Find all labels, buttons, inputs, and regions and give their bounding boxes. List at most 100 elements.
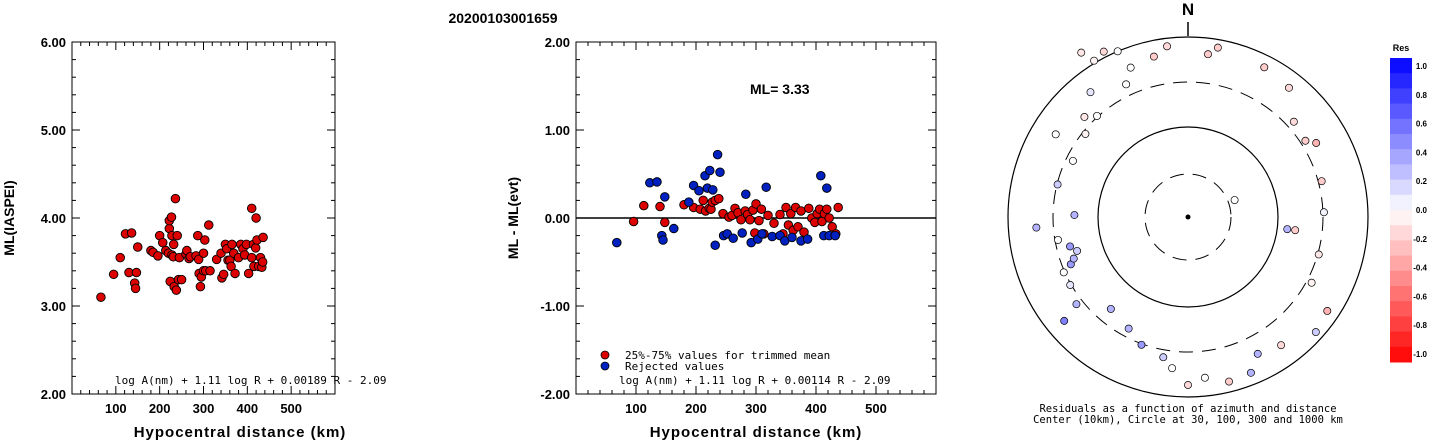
station-point	[1260, 63, 1269, 72]
y-tick-labels: -2.00 -1.00 0.00 1.00 2.00	[540, 35, 570, 402]
station-point	[1069, 254, 1078, 263]
data-point	[257, 257, 268, 267]
station-point	[1285, 83, 1293, 92]
data-point	[714, 193, 724, 204]
colorbar-segment	[1390, 286, 1412, 302]
center-point	[1185, 214, 1191, 220]
data-point	[741, 189, 751, 199]
formula-label: log A(nm) + 1.11 log R + 0.00114 R - 2.0…	[619, 374, 891, 387]
colorbar-tick-label: 1.0	[1416, 62, 1428, 71]
legend-label-trimmed: 25%-75% values for trimmed mean	[625, 349, 830, 362]
colorbar-title: Res	[1393, 43, 1410, 53]
data-point	[796, 206, 806, 216]
x-axis-label: Hypocentral distance (km)	[134, 424, 347, 441]
station-point	[1311, 328, 1320, 337]
data-point	[176, 274, 187, 285]
station-point	[1086, 88, 1095, 97]
data-point	[218, 269, 229, 280]
station-point	[1283, 225, 1292, 234]
data-point	[171, 285, 182, 295]
station-point	[1317, 177, 1326, 186]
ml-annotation: ML= 3.33	[750, 81, 810, 97]
data-point	[816, 171, 826, 181]
colorbar-tick-label: -0.4	[1413, 264, 1427, 273]
x-axis-label: Hypocentral distance (km)	[650, 424, 863, 441]
station-point	[1137, 340, 1146, 349]
circle-30km	[1144, 173, 1232, 261]
colorbar-segment	[1390, 301, 1412, 317]
colorbar-scale	[1390, 58, 1412, 363]
station-point	[1080, 113, 1089, 121]
y-axis-label: ML(IASPEI)	[1, 180, 17, 255]
data-point	[705, 165, 715, 176]
data-point	[660, 217, 670, 228]
data-point	[745, 215, 755, 225]
data-point	[126, 228, 137, 238]
y-tick-label: 3.00	[41, 299, 66, 314]
data-point	[157, 237, 168, 248]
data-point	[198, 248, 209, 258]
data-point	[170, 193, 181, 204]
data-point	[205, 266, 215, 276]
colorbar-segment	[1390, 194, 1412, 211]
station-point	[1204, 50, 1212, 59]
station-point	[1090, 56, 1099, 65]
station-point	[1301, 136, 1310, 145]
panel-azimuth-residuals: N Residuals as a function of azimuth and…	[1007, 0, 1428, 426]
panel-ml-vs-distance: 2.00 3.00 4.00 5.00 6.00 100 200 300 400 500 ML(…	[1, 35, 387, 441]
data-point	[684, 197, 694, 207]
data-point	[763, 210, 773, 221]
station-point	[1113, 47, 1122, 56]
station-point	[1163, 42, 1171, 51]
tick-marks	[72, 41, 335, 395]
station-point	[1099, 47, 1108, 56]
data-point	[639, 200, 649, 211]
x-tick-labels: 100 200 300 400 500	[625, 401, 887, 416]
x-tick-label: 500	[865, 401, 887, 416]
y-tick-label: 5.00	[41, 123, 66, 138]
y-tick-labels: 2.00 3.00 4.00 5.00 6.00	[41, 35, 66, 402]
colorbar-segment	[1390, 316, 1412, 333]
data-point	[628, 216, 639, 227]
station-point	[1059, 268, 1068, 277]
data-point	[251, 213, 261, 223]
station-point	[1054, 235, 1062, 244]
data-point	[168, 239, 179, 250]
data-point	[227, 239, 237, 250]
y-tick-label: 6.00	[41, 35, 66, 50]
data-point	[130, 283, 141, 294]
legend-label-rejected: Rejected values	[625, 360, 724, 373]
data-point	[243, 268, 254, 279]
colorbar-tick-label: 0.0	[1416, 206, 1428, 215]
colorbar-segment	[1390, 225, 1412, 241]
data-point	[715, 167, 725, 177]
y-tick-label: -2.00	[540, 387, 570, 402]
x-tick-labels: 100 200 300 400 500	[105, 401, 302, 416]
data-point	[193, 254, 204, 265]
data-point	[258, 232, 268, 243]
station-point	[1066, 281, 1075, 289]
circle-1000km	[1007, 36, 1369, 398]
station-point	[1312, 139, 1321, 147]
data-point	[96, 292, 106, 302]
data-point	[108, 269, 119, 280]
colorbar-segment	[1390, 346, 1412, 363]
colorbar: Res 1.0 0.8 0.6 0.4 0.2 0.0 -0.2 -0.4 -0.6 -0.8 -1…	[1390, 43, 1428, 363]
x-tick-label: 400	[805, 401, 827, 416]
station-point	[1314, 250, 1323, 259]
data-point	[830, 230, 840, 241]
data-point	[769, 218, 779, 229]
station-point	[1253, 349, 1262, 358]
data-point	[153, 251, 163, 261]
data-point	[708, 185, 718, 195]
station-point	[1081, 129, 1090, 138]
station-point	[1051, 130, 1060, 139]
plot-frame	[71, 41, 336, 395]
tick-marks	[576, 41, 936, 395]
station-point	[1073, 246, 1082, 255]
colorbar-segment	[1390, 210, 1412, 226]
colorbar-tick-label: -1.0	[1413, 350, 1427, 359]
y-tick-label: 1.00	[545, 123, 570, 138]
station-point	[1184, 381, 1192, 389]
data-point	[698, 195, 708, 206]
